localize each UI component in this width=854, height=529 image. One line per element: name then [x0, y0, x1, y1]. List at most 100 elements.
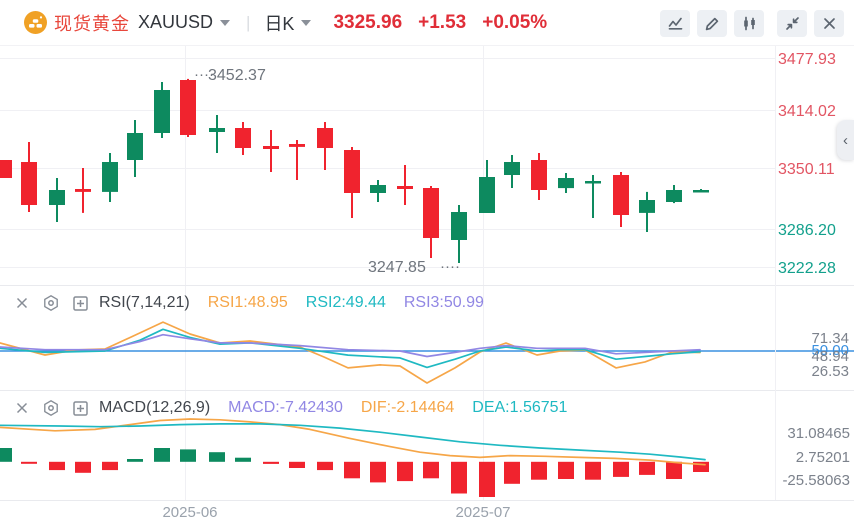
macd-histogram-bar — [479, 461, 495, 497]
price-axis-label: 3414.02 — [778, 103, 836, 120]
macd-histogram-bar — [127, 459, 143, 462]
rsi-axis-label: 71.34 — [811, 330, 849, 347]
macd-histogram-bar — [558, 461, 574, 479]
collapse-arrows-icon — [785, 17, 799, 30]
macd-settings-button[interactable] — [41, 398, 61, 418]
macd-header: MACD(12,26,9) MACD:-7.42430 DIF:-2.14464… — [0, 397, 780, 419]
macd-axis-label: 31.08465 — [787, 425, 850, 442]
close-icon — [16, 402, 28, 414]
rsi-settings-button[interactable] — [41, 293, 61, 313]
separator: | — [246, 12, 251, 32]
top-bar: 现货黄金 XAUUSD | 日K 3325.96 +1.53 +0.05% — [0, 0, 854, 46]
rsi-title: RSI(7,14,21) — [99, 294, 190, 311]
dif-value: DIF:-2.14464 — [360, 399, 455, 416]
gear-icon — [44, 400, 58, 416]
candle — [75, 189, 91, 192]
price-axis-label: 3222.28 — [778, 260, 836, 277]
rsi-add-button[interactable] — [70, 293, 90, 313]
symbol-select[interactable]: XAUUSD — [138, 12, 214, 32]
macd-histogram-bar — [504, 461, 520, 484]
candle — [585, 181, 601, 184]
candle — [479, 177, 495, 213]
macd-histogram-bar — [263, 461, 279, 464]
indicator-line-icon — [668, 17, 682, 30]
close-button[interactable] — [814, 10, 844, 37]
macd-histogram-bar — [317, 461, 333, 471]
last-price: 3325.96 — [333, 11, 403, 33]
macd-axis-label: 2.75201 — [796, 449, 850, 466]
candle — [370, 185, 386, 193]
price-axis-label: 3477.93 — [778, 51, 836, 68]
candle — [423, 188, 439, 238]
plus-square-icon — [72, 400, 88, 416]
macd-close-button[interactable] — [12, 398, 32, 418]
candlestick-icon — [743, 16, 755, 31]
rsi-axis-label: 26.53 — [811, 363, 849, 380]
candle — [397, 186, 413, 189]
rsi3-value: RSI3:50.99 — [403, 294, 484, 311]
macd-histogram-bar — [102, 461, 118, 471]
chevron-down-icon[interactable] — [301, 19, 312, 26]
plus-square-icon — [72, 295, 88, 311]
candle — [289, 144, 305, 147]
date-axis-label: 2025-06 — [162, 504, 217, 521]
collapse-button[interactable] — [777, 10, 807, 37]
price-axis-label: 3350.11 — [778, 161, 835, 178]
candle — [102, 162, 118, 192]
rsi-header: RSI(7,14,21) RSI1:48.95 RSI2:49.44 RSI3:… — [0, 292, 780, 314]
macd-line-dea — [0, 423, 706, 461]
date-axis-label: 2025-07 — [455, 504, 510, 521]
indicator-button[interactable] — [660, 10, 690, 37]
rsi-close-button[interactable] — [12, 293, 32, 313]
macd-histogram-bar — [613, 461, 629, 477]
chart-type-button[interactable] — [734, 10, 764, 37]
macd-histogram-bar — [21, 461, 37, 464]
macd-histogram-bar — [75, 461, 91, 473]
candle — [504, 162, 520, 175]
chevron-down-icon[interactable] — [220, 19, 231, 26]
high-annotation-dots: ···· — [194, 66, 214, 83]
period-select[interactable]: 日K — [264, 13, 295, 34]
low-annotation-dots: ···· — [440, 258, 460, 275]
candle — [263, 146, 279, 149]
draw-button[interactable] — [697, 10, 727, 37]
macd-value: MACD:-7.42430 — [228, 399, 343, 416]
candle — [235, 128, 251, 148]
macd-axis-label: -25.58063 — [782, 472, 850, 489]
candle — [0, 160, 12, 178]
macd-histogram-bar — [289, 461, 305, 468]
candle — [451, 212, 467, 240]
close-icon — [823, 18, 835, 29]
candle — [127, 133, 143, 160]
rsi-line-rsi2 — [0, 328, 701, 369]
toolbar-buttons — [660, 10, 844, 37]
low-annotation: 3247.85 — [368, 259, 426, 276]
candle — [613, 175, 629, 215]
macd-histogram-bar — [531, 461, 547, 480]
macd-histogram-bar — [423, 461, 439, 479]
dea-value: DEA:1.56751 — [472, 399, 568, 416]
macd-histogram-bar — [693, 461, 709, 472]
macd-line-dif — [0, 418, 706, 466]
macd-histogram-bar — [154, 448, 170, 462]
macd-histogram-bar — [0, 448, 12, 462]
candle — [639, 200, 655, 213]
candle — [180, 80, 196, 135]
close-icon — [16, 297, 28, 309]
rsi-line-rsi3 — [0, 333, 701, 358]
gold-coin-icon — [24, 11, 47, 34]
macd-add-button[interactable] — [70, 398, 90, 418]
instrument-name: 现货黄金 — [54, 13, 130, 34]
candle — [558, 178, 574, 189]
panel-collapse-tab[interactable]: ‹ — [837, 120, 854, 160]
rsi1-value: RSI1:48.95 — [207, 294, 288, 311]
gear-icon — [44, 295, 58, 311]
macd-histogram-bar — [344, 461, 360, 479]
candle — [666, 190, 682, 202]
candle — [21, 162, 37, 205]
macd-histogram-bar — [639, 461, 655, 475]
price-change-percent: +0.05% — [482, 11, 548, 33]
candle — [693, 190, 709, 193]
